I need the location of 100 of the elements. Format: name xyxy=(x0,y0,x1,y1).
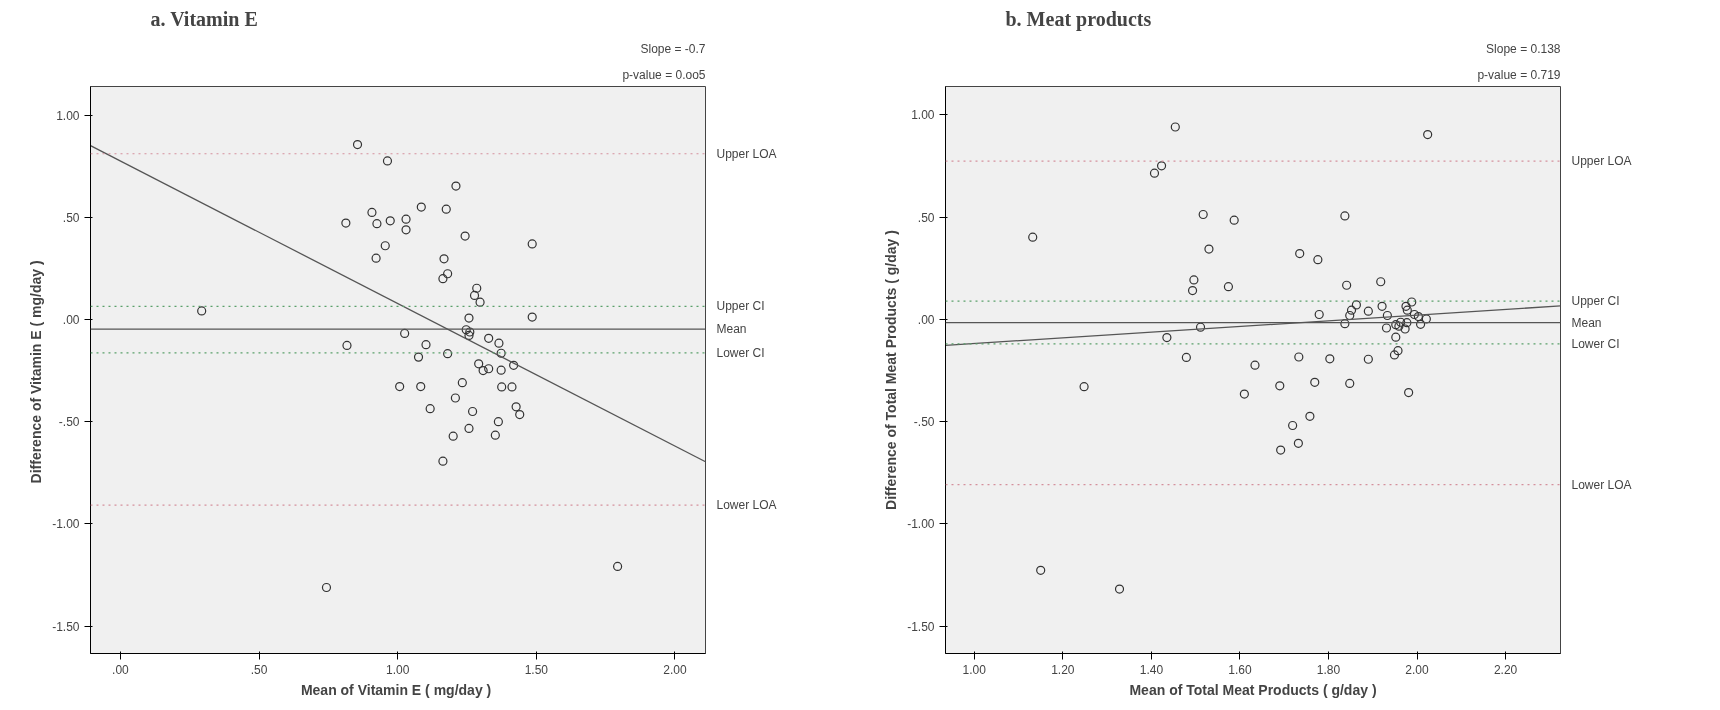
x-tick-label: 2.00 xyxy=(1405,662,1430,677)
point xyxy=(478,366,488,376)
y-tick-label: .50 xyxy=(917,210,935,225)
point xyxy=(1393,346,1403,356)
point xyxy=(1294,352,1304,362)
point xyxy=(469,290,480,300)
point xyxy=(1363,354,1373,364)
point xyxy=(1288,420,1298,431)
point xyxy=(371,253,381,263)
x-tick-label: 1.60 xyxy=(1228,662,1252,677)
point xyxy=(527,312,537,322)
point xyxy=(496,365,506,375)
point xyxy=(494,338,504,348)
x-tick-label: 2.00 xyxy=(663,662,687,677)
point xyxy=(1391,332,1401,342)
point xyxy=(1313,255,1323,265)
point xyxy=(472,283,482,293)
point xyxy=(443,349,453,359)
point xyxy=(321,582,332,593)
point xyxy=(484,364,494,374)
point xyxy=(450,393,460,403)
point xyxy=(438,456,448,466)
point xyxy=(467,406,478,417)
text: p-value = 0.719 xyxy=(1477,67,1561,82)
ref-line-label: Mean xyxy=(716,322,747,337)
point xyxy=(509,360,519,370)
point xyxy=(1198,209,1208,220)
point xyxy=(1389,350,1400,360)
point xyxy=(1404,388,1414,398)
point xyxy=(1229,215,1239,225)
ref-line-label: Lower LOA xyxy=(1571,477,1632,492)
point xyxy=(457,378,467,388)
y-tick-label: 1.00 xyxy=(911,108,935,123)
point xyxy=(1413,311,1423,322)
ref-line-label: Mean xyxy=(1571,315,1602,330)
point xyxy=(1325,354,1335,364)
point xyxy=(395,381,405,392)
point xyxy=(342,340,352,351)
x-axis-title: Mean of Total Meat Products ( g/day ) xyxy=(1129,681,1377,698)
point xyxy=(1351,300,1361,310)
ref-line-label: Lower LOA xyxy=(716,498,777,513)
point xyxy=(507,382,517,392)
point xyxy=(451,181,461,191)
point xyxy=(421,340,431,350)
point xyxy=(1170,122,1180,132)
point xyxy=(1382,310,1392,321)
point xyxy=(1305,411,1315,421)
y-tick-label: -1.00 xyxy=(907,517,935,532)
point xyxy=(401,225,411,235)
point xyxy=(1149,168,1160,178)
point xyxy=(464,330,474,341)
point xyxy=(484,333,494,343)
point xyxy=(1423,129,1433,140)
point xyxy=(1342,280,1352,290)
point xyxy=(1293,438,1303,448)
text: Slope = -0.7 xyxy=(640,41,706,56)
ref-line-label: Upper LOA xyxy=(1571,154,1632,169)
point xyxy=(1402,305,1412,315)
point xyxy=(1409,309,1419,320)
point xyxy=(493,417,503,427)
point xyxy=(413,352,424,362)
point xyxy=(1114,584,1125,594)
point xyxy=(400,328,410,338)
point xyxy=(448,431,458,441)
point xyxy=(1377,301,1387,311)
x-tick-label: 2.20 xyxy=(1493,662,1518,677)
y-tick-label: -.50 xyxy=(58,415,80,430)
point xyxy=(372,219,382,229)
x-tick-label: 1.00 xyxy=(962,662,987,677)
point xyxy=(443,269,453,279)
y-axis-title: Difference of Total Meat Products ( g/day ) xyxy=(883,230,900,510)
point xyxy=(416,381,426,392)
point xyxy=(464,313,474,323)
x-tick-label: 1.00 xyxy=(386,662,410,677)
point xyxy=(1363,306,1373,316)
point xyxy=(1223,282,1234,292)
y-tick-label: -.50 xyxy=(913,415,935,430)
x-tick-label: .00 xyxy=(112,662,130,677)
point xyxy=(1401,301,1411,311)
point xyxy=(464,423,474,434)
point xyxy=(1079,382,1089,392)
point xyxy=(1028,232,1038,242)
point xyxy=(511,402,521,412)
y-tick-label: .50 xyxy=(62,210,80,225)
y-tick-label: -1.00 xyxy=(52,517,80,532)
point xyxy=(1396,317,1406,327)
point xyxy=(1162,333,1172,343)
y-axis-title: Difference of Vitamin E ( mg/day ) xyxy=(28,260,45,484)
point xyxy=(497,382,507,392)
ref-line-label: Upper CI xyxy=(1571,294,1620,309)
point xyxy=(1340,319,1350,329)
point xyxy=(490,430,500,440)
point xyxy=(1421,314,1431,324)
point xyxy=(1156,161,1167,171)
point xyxy=(367,207,377,217)
point xyxy=(1400,324,1410,334)
text: p-value = 0.oo5 xyxy=(622,67,706,82)
point xyxy=(475,297,485,307)
point xyxy=(352,139,363,150)
point xyxy=(382,156,393,166)
